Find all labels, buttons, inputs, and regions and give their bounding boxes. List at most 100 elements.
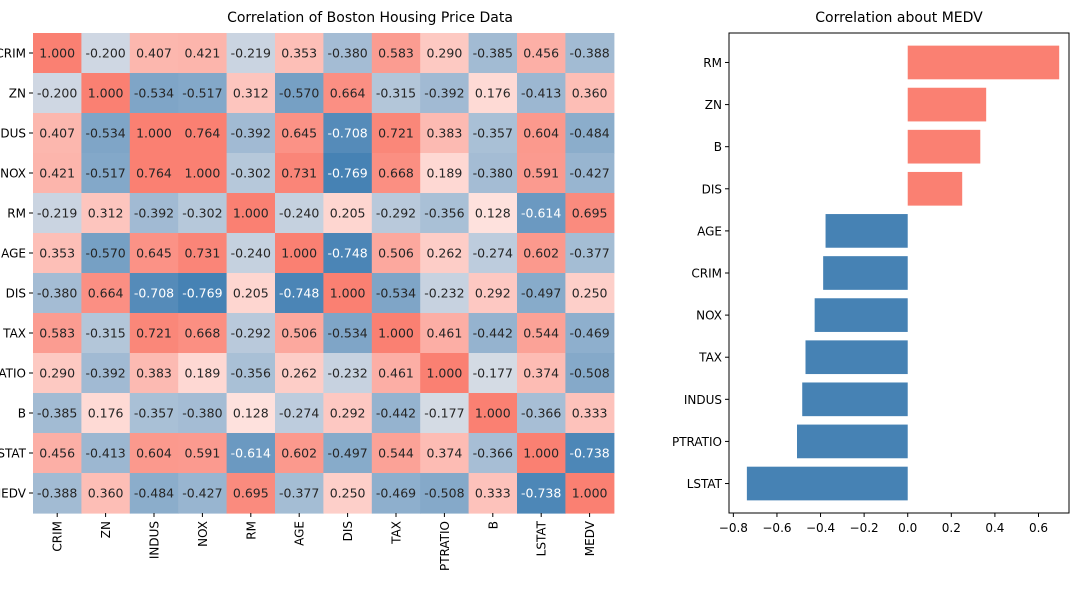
heatmap-cell-value: -0.748	[327, 246, 367, 261]
heatmap-title: Correlation of Boston Housing Price Data	[227, 10, 513, 26]
heatmap-cell	[178, 153, 228, 194]
heatmap-cell	[323, 193, 373, 234]
heatmap-cell-value: -0.232	[327, 366, 367, 381]
heatmap-cell-value: 0.604	[523, 126, 559, 141]
heatmap-cell	[323, 233, 373, 274]
heatmap-x-tick-label: B	[486, 521, 500, 529]
heatmap-cell	[371, 233, 421, 274]
heatmap-cell	[178, 393, 228, 434]
heatmap-cell-value: 0.456	[39, 446, 75, 461]
heatmap-cell-value: -0.292	[376, 206, 416, 221]
heatmap-cell	[275, 233, 324, 274]
heatmap-cell-value: 0.189	[427, 166, 463, 181]
heatmap-cell	[517, 153, 566, 194]
heatmap-cell	[178, 433, 228, 474]
bar-age	[825, 214, 908, 248]
heatmap-cell-value: 0.312	[233, 86, 269, 101]
heatmap-cell	[517, 393, 566, 434]
heatmap-cell	[420, 393, 470, 434]
heatmap-x-tick-label: NOX	[196, 521, 210, 547]
heatmap-cell	[565, 73, 615, 114]
bar-x-tick-label: 0.6	[1029, 521, 1048, 535]
heatmap-cell	[468, 73, 518, 114]
heatmap-cell-value: -0.508	[569, 366, 609, 381]
heatmap-cell	[565, 313, 615, 354]
heatmap-cell-value: 0.583	[39, 326, 75, 341]
heatmap-cell	[468, 313, 518, 354]
heatmap-cell	[226, 33, 276, 74]
heatmap-cell	[33, 193, 82, 234]
heatmap-cell	[371, 33, 421, 74]
heatmap-cell	[323, 153, 373, 194]
heatmap-cell	[371, 353, 421, 394]
heatmap-cell	[33, 73, 82, 114]
bar-dis	[907, 171, 963, 206]
heatmap-cell-value: 0.128	[233, 406, 269, 421]
heatmap-cell	[323, 433, 373, 474]
heatmap-cell	[226, 353, 276, 394]
heatmap-cell	[517, 33, 566, 74]
heatmap-cell-value: -0.377	[279, 486, 319, 501]
bar-chart-x-ticks: −0.8 −0.6 −0.4 −0.2 0.0 0.2 0.4 0.6	[719, 513, 1048, 535]
heatmap-cell-value: -0.388	[569, 46, 609, 61]
bar-y-tick-label: B	[714, 140, 722, 154]
heatmap-cell-value: 0.721	[136, 326, 172, 341]
heatmap-cell	[81, 353, 131, 394]
bar-rm	[907, 45, 1060, 80]
heatmap-cell	[81, 273, 131, 314]
heatmap-cell-value: -0.769	[182, 286, 222, 301]
heatmap-cell	[565, 193, 615, 234]
heatmap-y-tick-label: MEDV	[0, 487, 27, 501]
heatmap-cell	[226, 433, 276, 474]
heatmap-cell	[517, 193, 566, 234]
heatmap-cell-value: -0.392	[85, 366, 125, 381]
heatmap-cell-value: -0.534	[85, 126, 125, 141]
heatmap-cell	[371, 433, 421, 474]
heatmap-cell-value: -0.484	[134, 486, 174, 501]
heatmap-cell	[129, 73, 179, 114]
heatmap-cell-value: 0.262	[281, 366, 317, 381]
heatmap-cell-value: -0.534	[134, 86, 174, 101]
heatmap-cell	[178, 73, 228, 114]
heatmap-cell-value: -0.385	[473, 46, 513, 61]
heatmap-cell	[420, 273, 470, 314]
heatmap-y-tick-labels: CRIM ZN INDUS NOX RM AGE DIS TAX PTRATIO B LSTAT ME…	[0, 47, 33, 501]
heatmap-cell	[275, 153, 324, 194]
heatmap-cell	[178, 353, 228, 394]
bar-y-tick-label: PTRATIO	[672, 435, 722, 449]
heatmap-cell	[226, 393, 276, 434]
heatmap-y-tick-label: AGE	[1, 247, 26, 261]
heatmap-cell	[81, 153, 131, 194]
heatmap-cell-value: -0.380	[37, 286, 77, 301]
heatmap-cell-value: -0.738	[569, 446, 609, 461]
heatmap-cell	[275, 473, 324, 514]
heatmap-cell-value: -0.614	[231, 446, 271, 461]
heatmap-cell	[565, 153, 615, 194]
heatmap-cell-value: -0.315	[85, 326, 125, 341]
heatmap-cell	[226, 473, 276, 514]
heatmap-cell-value: 0.695	[572, 206, 608, 221]
heatmap-y-tick-label: ZN	[9, 87, 26, 101]
heatmap-cell	[129, 433, 179, 474]
heatmap-cell-value: -0.302	[182, 206, 222, 221]
heatmap-cell-value: 0.591	[185, 446, 221, 461]
heatmap-cell-value: 0.421	[185, 46, 221, 61]
bar-y-tick-label: NOX	[696, 309, 722, 323]
bar-x-tick-label: 0.0	[898, 521, 917, 535]
heatmap-cell	[420, 473, 470, 514]
heatmap-cell-value: -0.570	[85, 246, 125, 261]
heatmap-cell	[33, 473, 82, 514]
heatmap-cell-value: 0.506	[281, 326, 317, 341]
heatmap-cell-value: -0.534	[376, 286, 416, 301]
bar-indus	[802, 382, 908, 417]
heatmap-y-tick-label: CRIM	[0, 47, 26, 61]
heatmap-cell	[565, 353, 615, 394]
heatmap-cell	[33, 273, 82, 314]
heatmap-cell	[517, 473, 566, 514]
heatmap-cell-value: 0.602	[281, 446, 317, 461]
heatmap-cell-value: -0.366	[473, 446, 513, 461]
heatmap-cell	[33, 313, 82, 354]
heatmap-cell	[420, 313, 470, 354]
heatmap-cell	[517, 353, 566, 394]
heatmap-y-tick-label: DIS	[6, 287, 26, 301]
